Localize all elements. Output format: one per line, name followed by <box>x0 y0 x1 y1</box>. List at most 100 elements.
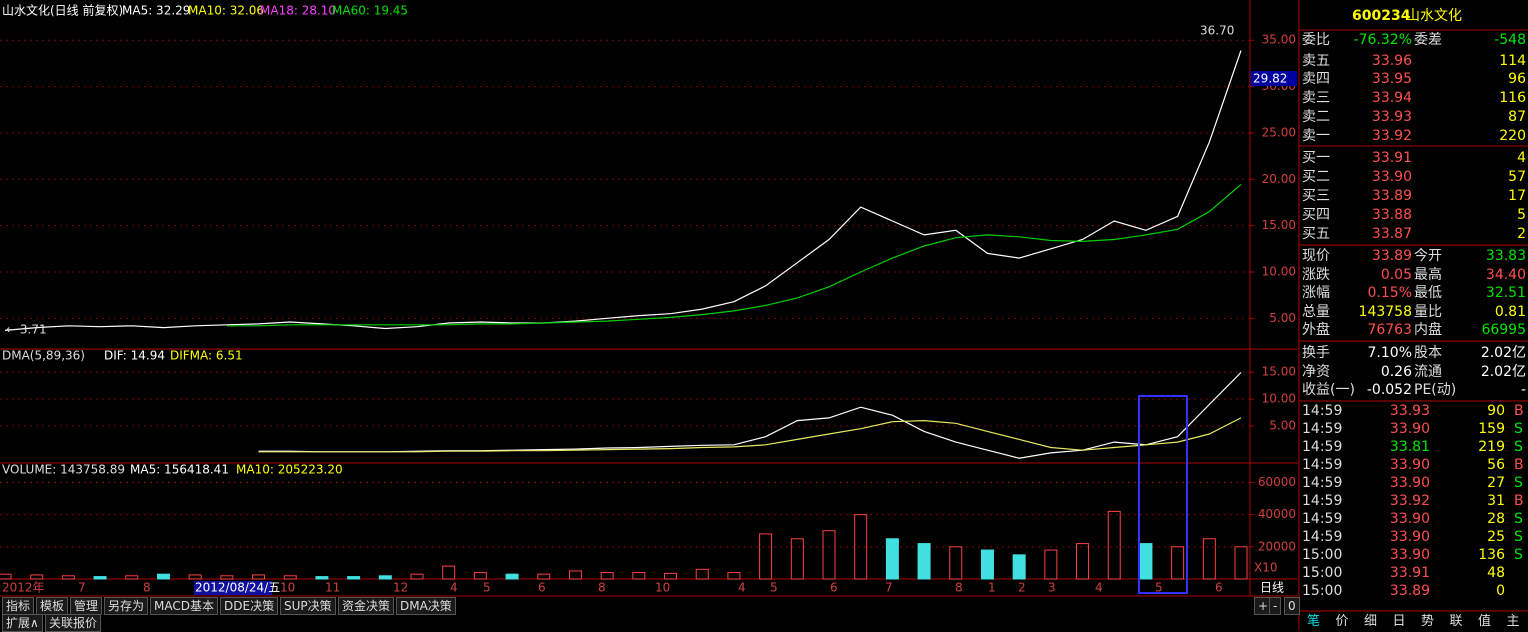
tick-price: 33.90 <box>1389 475 1430 491</box>
volume-bar <box>378 575 392 580</box>
panel-tab[interactable]: 主 <box>1506 614 1520 629</box>
order-price: 33.89 <box>1371 188 1412 204</box>
stat-label: 最高 <box>1414 266 1442 283</box>
zoom-button[interactable]: - <box>1269 597 1282 615</box>
order-price: 33.88 <box>1371 207 1412 223</box>
order-volume: 87 <box>1508 109 1526 125</box>
tick-price: 33.91 <box>1389 565 1430 581</box>
toolbar-button[interactable]: 指标 <box>2 597 35 615</box>
stat-label: 流通 <box>1414 363 1442 380</box>
price-marker <box>1251 71 1297 86</box>
volume-bar <box>790 538 804 580</box>
volume-bar <box>1012 554 1026 580</box>
tick-volume: 159 <box>1478 421 1505 437</box>
volume-bar <box>917 543 931 580</box>
panel-tab[interactable]: 细 <box>1363 614 1377 629</box>
x-tick-label: 2012/08/24/五 <box>195 581 280 595</box>
order-label: 买三 <box>1302 188 1330 204</box>
order-price: 33.92 <box>1371 128 1412 144</box>
x-tick-label: 5 <box>770 581 778 595</box>
panel-tab[interactable]: 值 <box>1477 614 1491 629</box>
volume-bar <box>568 570 582 580</box>
volume-bar <box>505 573 519 580</box>
stat-label: 涨幅 <box>1302 285 1330 302</box>
panel-tab[interactable]: 笔 <box>1306 614 1320 629</box>
toolbar-button[interactable]: 关联报价 <box>45 614 102 632</box>
volume-bar <box>442 565 456 580</box>
toolbar-button[interactable]: MACD基本 <box>150 597 218 615</box>
order-price: 33.96 <box>1371 53 1412 69</box>
order-label: 卖三 <box>1302 90 1330 106</box>
volume-bar <box>283 575 297 580</box>
order-price: 33.95 <box>1371 71 1412 87</box>
order-price: 33.93 <box>1371 109 1412 125</box>
tick-side: S <box>1514 421 1523 437</box>
stat-label: 收益(一) <box>1302 382 1355 398</box>
volume-bar <box>822 530 836 580</box>
toolbar-button[interactable]: 管理 <box>70 597 103 615</box>
toolbar-button[interactable]: 扩展∧ <box>2 614 43 632</box>
tick-side: B <box>1514 493 1524 509</box>
toolbar-button[interactable]: SUP决策 <box>280 597 336 615</box>
order-label: 卖一 <box>1302 128 1330 144</box>
low-label: ← 3.71 <box>6 323 47 337</box>
stat-value: 0.26 <box>1380 363 1412 380</box>
order-label: 买二 <box>1302 169 1330 185</box>
tick-volume: 219 <box>1478 439 1505 455</box>
panel-tab[interactable]: 日 <box>1392 614 1406 629</box>
tick-volume: 56 <box>1487 457 1505 473</box>
tick-time: 14:59 <box>1302 529 1343 545</box>
volume-bar <box>156 573 170 580</box>
panel-tab[interactable]: 势 <box>1420 614 1434 629</box>
volume-bar <box>854 514 868 580</box>
tick-time: 14:59 <box>1302 475 1343 491</box>
indicator-label: MA10: 205223.20 <box>236 463 343 477</box>
tick-price: 33.81 <box>1389 439 1430 455</box>
volume-bar <box>1234 546 1248 580</box>
stat-label: 股本 <box>1414 345 1442 361</box>
stat-value: 34.40 <box>1485 266 1526 283</box>
indicator-label: MA18: 28.10 <box>260 4 336 18</box>
x-tick-label: 8 <box>143 581 151 595</box>
order-price: 33.91 <box>1371 150 1412 166</box>
tick-volume: 0 <box>1496 583 1505 599</box>
stat-label: 内盘 <box>1414 322 1442 339</box>
stat-value: 7.10% <box>1367 345 1412 361</box>
volume-bar <box>1076 543 1090 580</box>
volume-bar <box>1044 549 1058 580</box>
toolbar-button[interactable]: DDE决策 <box>220 597 279 615</box>
tick-volume: 136 <box>1478 547 1505 563</box>
volume-bar <box>949 546 963 580</box>
panel-tab[interactable]: 价 <box>1335 614 1349 629</box>
stat-label: 现价 <box>1302 248 1330 264</box>
tick-time: 14:59 <box>1302 493 1343 509</box>
tick-side: B <box>1514 403 1524 419</box>
toolbar-button[interactable]: 模板 <box>36 597 69 615</box>
volume-bar <box>347 576 361 580</box>
volume-bar <box>93 576 107 580</box>
label: 委差 <box>1414 32 1442 48</box>
stock-name: 山水文化 <box>1406 8 1462 24</box>
toolbar-button[interactable]: DMA决策 <box>396 597 456 615</box>
zoom-button[interactable]: 0 <box>1284 597 1300 615</box>
stat-value: 2.02亿 <box>1480 345 1526 361</box>
order-label: 卖四 <box>1302 71 1330 87</box>
x-tick-label: 11 <box>325 581 340 595</box>
volume-bar <box>1139 543 1153 580</box>
zoom-button[interactable]: + <box>1254 597 1273 615</box>
order-volume: 2 <box>1517 226 1526 242</box>
tick-side: S <box>1514 529 1523 545</box>
toolbar-button[interactable]: 另存为 <box>104 597 149 615</box>
tick-time: 15:00 <box>1302 583 1343 599</box>
y-tick-label: 15.00 <box>1262 218 1296 232</box>
tick-price: 33.90 <box>1389 457 1430 473</box>
tick-side: S <box>1514 511 1523 527</box>
indicator-label: 山水文化(日线 前复权) <box>2 3 123 18</box>
tick-volume: 28 <box>1487 511 1505 527</box>
x-tick-label: 5 <box>483 581 491 595</box>
panel-tab[interactable]: 联 <box>1449 614 1463 629</box>
tick-volume: 25 <box>1487 529 1505 545</box>
toolbar-button[interactable]: 资金决策 <box>338 597 395 615</box>
y-tick-label: 10.00 <box>1262 264 1296 278</box>
